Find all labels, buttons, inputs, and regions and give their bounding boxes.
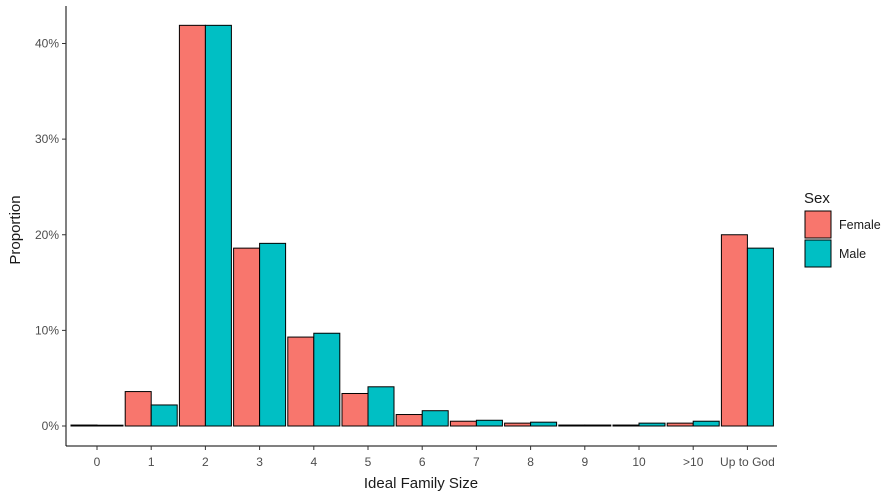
bar-female-9 xyxy=(558,424,586,427)
x-ticks-layer: 0 1 2 3 4 5 6 7 8 9 10 >10 Up to God xyxy=(94,446,775,469)
legend-title: Sex xyxy=(804,190,830,207)
legend-items: Female Male xyxy=(804,210,881,268)
x-tick-label: 10 xyxy=(632,455,646,469)
bar-female-10 xyxy=(612,424,640,427)
bar-male-0 xyxy=(96,424,124,427)
x-tick-label: >10 xyxy=(683,455,704,469)
bar-female-12 xyxy=(720,234,748,427)
y-tick-label: 20% xyxy=(35,228,59,242)
bar-female-11 xyxy=(666,422,694,427)
legend-swatch-female xyxy=(804,210,832,239)
y-ticks-layer: 0% 10% 20% 30% 40% xyxy=(35,37,66,433)
x-tick-label: 8 xyxy=(527,455,534,469)
bar-female-4 xyxy=(287,336,315,427)
x-tick-label: 7 xyxy=(473,455,480,469)
x-tick-label: 0 xyxy=(94,455,101,469)
x-tick-label: 3 xyxy=(256,455,263,469)
y-tick-label: 0% xyxy=(42,419,60,433)
bar-female-3 xyxy=(233,247,261,427)
bar-female-5 xyxy=(341,392,369,427)
bar-female-0 xyxy=(70,424,98,427)
x-tick-label: Up to God xyxy=(720,455,775,469)
legend-swatch-male xyxy=(804,239,832,268)
bar-male-11 xyxy=(692,420,720,427)
bar-female-1 xyxy=(124,391,152,427)
bar-male-1 xyxy=(150,404,178,427)
bar-male-4 xyxy=(313,332,341,427)
bar-female-2 xyxy=(178,24,206,427)
x-tick-label: 1 xyxy=(148,455,155,469)
bar-male-7 xyxy=(475,419,503,427)
bar-female-7 xyxy=(449,420,477,427)
bar-male-2 xyxy=(204,24,232,427)
x-tick-label: 5 xyxy=(365,455,372,469)
legend-label-male: Male xyxy=(839,247,866,261)
x-tick-label: 2 xyxy=(202,455,209,469)
bars-layer xyxy=(70,24,774,427)
y-tick-label: 30% xyxy=(35,132,59,146)
bar-male-5 xyxy=(367,386,395,427)
y-tick-label: 40% xyxy=(35,37,59,51)
legend-label-female: Female xyxy=(839,218,881,232)
x-tick-label: 9 xyxy=(581,455,588,469)
bar-male-10 xyxy=(638,422,666,427)
bar-male-12 xyxy=(746,247,774,427)
bar-male-3 xyxy=(259,242,287,427)
y-tick-label: 10% xyxy=(35,323,59,337)
legend: Sex Female Male xyxy=(804,190,881,268)
bar-male-8 xyxy=(530,421,558,427)
bar-female-8 xyxy=(504,422,532,427)
y-axis-title: Proportion xyxy=(7,195,24,264)
x-axis-title: Ideal Family Size xyxy=(364,475,478,492)
bar-female-6 xyxy=(395,414,423,427)
x-tick-label: 6 xyxy=(419,455,426,469)
x-tick-label: 4 xyxy=(310,455,317,469)
bar-male-9 xyxy=(584,424,612,427)
bar-male-6 xyxy=(421,410,449,427)
